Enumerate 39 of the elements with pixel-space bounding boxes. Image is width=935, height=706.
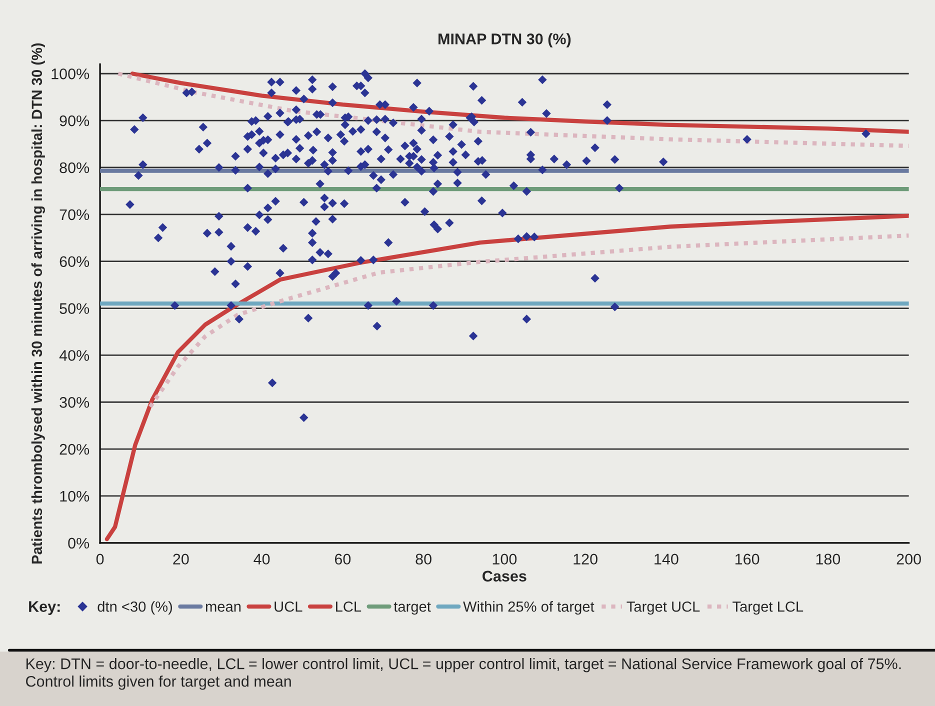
x-tick-label: 160 [735,554,760,565]
legend-label: dtn <30 (%) [98,601,172,615]
x-tick-label: 140 [654,554,678,565]
y-tick-label: 70% [60,209,90,220]
x-tick-label: 200 [896,554,921,565]
y-tick-label: 40% [59,350,90,361]
y-tick-label: 30% [60,396,90,408]
y-tick-label: 20% [60,444,90,455]
legend-label: Within 25% of target [463,601,594,615]
x-tick-label: 180 [816,554,840,565]
x-tick-label: 120 [574,554,598,565]
line-series [104,214,909,542]
x-tick-label: 40 [254,554,270,565]
text: Key: DTN = door-to-needle, LCL = lower control limit, UCL = upper control limit, target = National Service Framework goal of 75%. Control limits given for target and mean [26,658,901,690]
legend-label: target [394,602,431,615]
y-tick-label: 60% [60,256,90,268]
chart-title: MINAP DTN 30 (%) [438,33,571,48]
y-tick-label: 80% [60,162,90,174]
legend-label: UCL [274,601,302,612]
y-tick-label: 0% [68,538,90,549]
y-axis-title: Patients thrombolysed within 30 minutes of arriving in hospital: DTN 30 (%) [31,43,45,564]
y-tick-label: 10% [60,490,90,502]
y-tick-label: 90% [60,115,90,126]
x-tick-label: 100 [492,554,517,565]
x-tick-label: 80 [416,554,432,565]
line-series [130,72,909,134]
x-tick-label: 0 [96,554,104,565]
line-series [116,72,909,148]
y-tick-label: 100% [52,68,90,80]
legend-label: Target LCL [732,601,804,615]
x-tick-label: 60 [334,554,351,565]
legend-label: Target UCL [626,601,700,615]
x-tick-label: 20 [173,554,189,565]
legend-label: LCL [336,601,362,612]
x-axis-title: Cases [482,570,526,582]
line-series [148,233,909,409]
legend-label: mean [206,604,241,612]
y-tick-label: 50% [60,303,90,314]
legend-title: Key: [29,601,60,615]
